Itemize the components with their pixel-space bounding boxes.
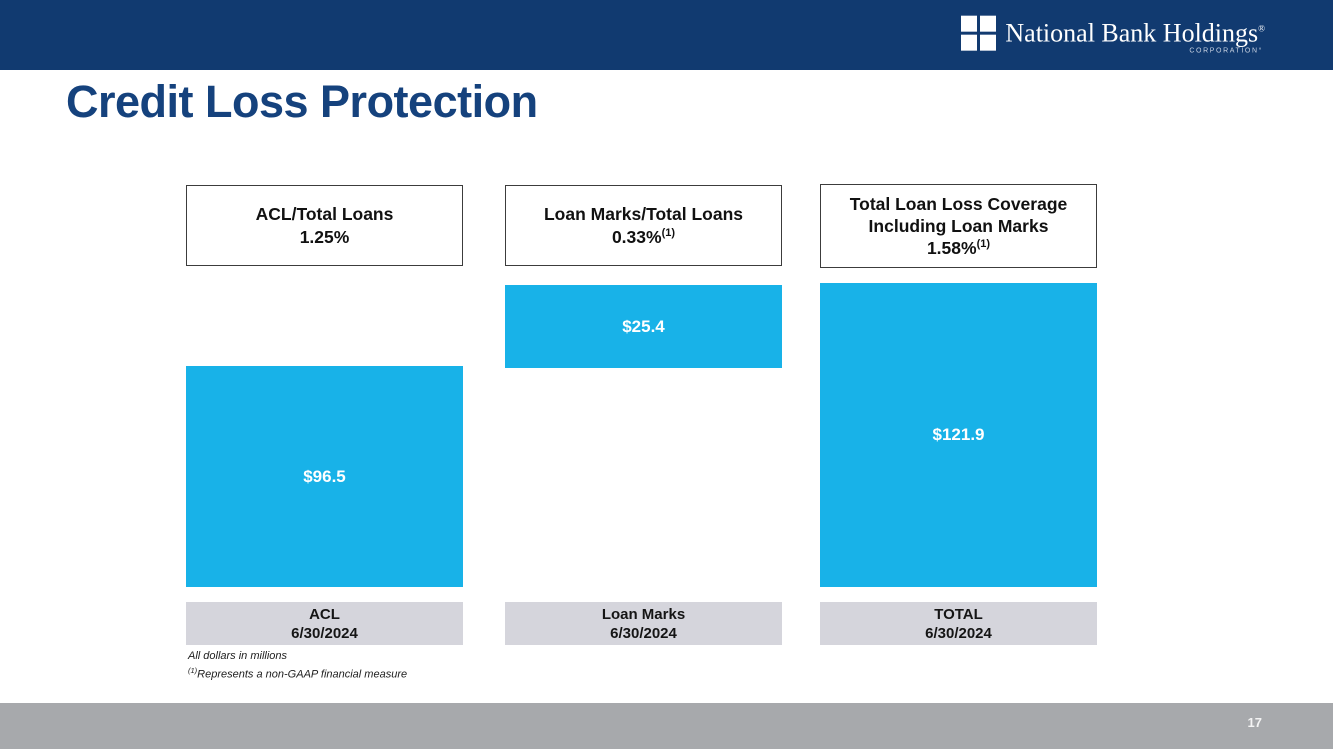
category-name: TOTAL	[934, 605, 983, 623]
footnote-non-gaap: (1)Represents a non-GAAP financial measu…	[188, 665, 408, 681]
bar-acl: $96.5	[186, 366, 463, 587]
category-label-acl: ACL 6/30/2024	[186, 602, 463, 645]
logo-text: National Bank Holdings® CORPORATION°	[1005, 16, 1265, 55]
bar-value-label: $96.5	[303, 466, 346, 486]
logo-corporation-label: CORPORATION°	[1189, 47, 1263, 55]
metric-box-loan-marks-total-loans: Loan Marks/Total Loans 0.33%(1)	[505, 185, 782, 266]
metric-label: Total Loan Loss Coverage	[849, 194, 1068, 214]
company-logo: National Bank Holdings® CORPORATION°	[961, 15, 1265, 55]
metric-box-total-loan-loss-coverage: Total Loan Loss Coverage Including Loan …	[820, 184, 1097, 268]
bar-total: $121.9	[820, 283, 1097, 587]
category-name: Loan Marks	[601, 605, 686, 623]
metric-value: 1.58%(1)	[926, 238, 991, 258]
metric-box-acl-total-loans: ACL/Total Loans 1.25%	[186, 185, 463, 266]
category-date: 6/30/2024	[610, 624, 677, 642]
registered-mark: ®	[1258, 23, 1265, 34]
logo-company-name: National Bank Holdings®	[1005, 18, 1265, 48]
bar-value-label: $121.9	[932, 425, 985, 444]
category-date: 6/30/2024	[925, 624, 992, 642]
footnotes: All dollars in millions (1)Represents a …	[188, 650, 407, 682]
top-header-bar: National Bank Holdings® CORPORATION°	[0, 0, 1333, 70]
category-date: 6/30/2024	[291, 624, 358, 642]
slide-title: Credit Loss Protection	[66, 76, 538, 127]
bar-value-label: $25.4	[622, 316, 665, 336]
category-label-loan-marks: Loan Marks 6/30/2024	[505, 602, 782, 645]
footnote-marker: (1)	[976, 238, 991, 251]
footnote-marker: (1)	[661, 226, 676, 239]
metric-label: Loan Marks/Total Loans	[543, 203, 743, 224]
metric-value: 1.25%	[299, 226, 350, 247]
footnote-dollars: All dollars in millions	[188, 650, 288, 662]
category-label-total: TOTAL 6/30/2024	[820, 602, 1097, 645]
metric-value: 0.33%(1)	[611, 226, 676, 247]
category-name: ACL	[309, 605, 340, 623]
bar-loan-marks: $25.4	[505, 285, 782, 368]
page-number: 17	[1247, 715, 1262, 730]
logo-squares-icon	[961, 15, 997, 51]
footer-bar: 17	[0, 703, 1333, 749]
metric-label: Including Loan Marks	[868, 216, 1049, 236]
metric-label: ACL/Total Loans	[255, 203, 394, 224]
